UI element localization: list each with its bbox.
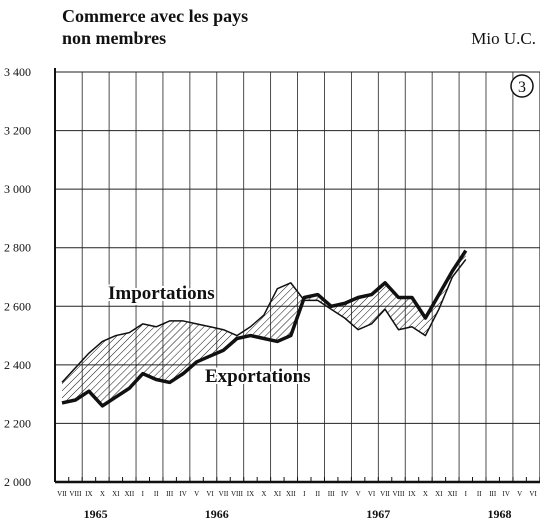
x-tick-label: XI <box>435 490 443 498</box>
x-tick-label: VII <box>380 490 390 498</box>
difference-area <box>62 250 466 406</box>
x-tick-label: I <box>465 490 468 498</box>
x-tick-label: IV <box>341 490 348 498</box>
series-line <box>61 258 467 383</box>
x-tick-label: II <box>315 490 320 498</box>
chart-title: non membres <box>62 28 166 48</box>
x-tick-label: VI <box>529 490 537 498</box>
x-tick-label: III <box>489 490 497 498</box>
x-tick-label: V <box>356 490 361 498</box>
y-tick-label: 3 000 <box>4 182 31 196</box>
x-tick-label: XII <box>124 490 134 498</box>
x-tick-label: X <box>423 490 428 498</box>
x-tick-label: VII <box>219 490 229 498</box>
x-tick-label: IV <box>502 490 509 498</box>
year-label: 1966 <box>205 507 229 521</box>
y-tick-label: 2 800 <box>4 241 31 255</box>
x-tick-label: I <box>303 490 306 498</box>
x-tick-label: II <box>154 490 159 498</box>
x-tick-label: III <box>328 490 336 498</box>
x-tick-label: II <box>477 490 482 498</box>
x-tick-label: VIII <box>392 490 405 498</box>
year-label: 1967 <box>366 507 390 521</box>
x-tick-label: XI <box>112 490 120 498</box>
x-tick-label: V <box>194 490 199 498</box>
series-label: Exportations <box>205 366 311 387</box>
x-tick-label: V <box>517 490 522 498</box>
x-tick-label: VI <box>206 490 214 498</box>
x-tick-label: XI <box>274 490 282 498</box>
x-tick-label: I <box>142 490 145 498</box>
x-tick-label: XII <box>286 490 296 498</box>
y-tick-label: 2 000 <box>4 475 31 489</box>
y-tick-label: 2 200 <box>4 416 31 430</box>
x-tick-label: X <box>261 490 266 498</box>
series-line <box>61 249 468 408</box>
x-tick-label: VIII <box>231 490 244 498</box>
x-tick-label: IX <box>85 490 92 498</box>
x-tick-label: VI <box>368 490 376 498</box>
unit-label: Mio U.C. <box>471 29 536 48</box>
y-tick-label: 3 400 <box>4 65 31 79</box>
x-tick-label: XII <box>447 490 457 498</box>
y-tick-label: 2 600 <box>4 299 31 313</box>
y-tick-label: 2 400 <box>4 358 31 372</box>
x-tick-label: IV <box>179 490 186 498</box>
x-tick-label: IX <box>408 490 415 498</box>
y-tick-label: 3 200 <box>4 124 31 138</box>
year-label: 1968 <box>487 507 511 521</box>
year-label: 1965 <box>84 507 108 521</box>
x-tick-label: X <box>100 490 105 498</box>
x-tick-label: III <box>166 490 174 498</box>
chart-number: 3 <box>518 79 526 96</box>
chart-title: Commerce avec les pays <box>62 6 248 26</box>
series-label: Importations <box>108 283 215 304</box>
chart-number-circle <box>510 74 534 98</box>
x-tick-label: VIII <box>69 490 82 498</box>
x-tick-label: VII <box>57 490 67 498</box>
x-tick-label: IX <box>247 490 254 498</box>
